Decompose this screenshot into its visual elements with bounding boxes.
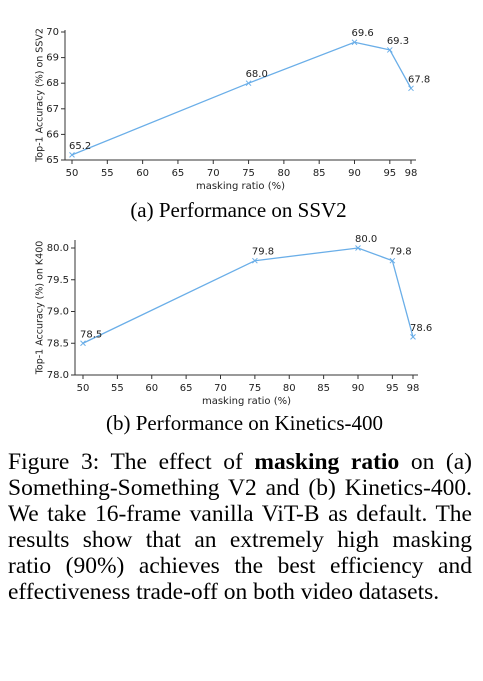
x-tick-label: 95: [383, 168, 396, 179]
chart-caption: (a) Performance on SSV2: [130, 198, 346, 222]
data-label: 79.8: [252, 247, 274, 258]
line: [71, 41, 412, 156]
data-label: 69.3: [387, 36, 409, 47]
data-label: 65.2: [69, 141, 91, 152]
x-tick-label: 85: [313, 168, 326, 179]
y-axis-label: Top-1 Accuracy (%) on K400: [35, 241, 46, 376]
marker: [252, 257, 258, 264]
x-axis-label: masking ratio (%): [196, 181, 285, 192]
caption-label: Figure 3:: [8, 449, 100, 475]
x-tick-label: 98: [405, 168, 418, 179]
x-tick-label: 80: [278, 168, 291, 179]
x-tick-label: 85: [317, 383, 330, 394]
y-tick-label: 80.0: [47, 243, 69, 254]
x-tick-label: 80: [283, 383, 296, 394]
marker: [386, 47, 393, 53]
x-tick-label: 60: [145, 383, 158, 394]
marker: [355, 245, 361, 251]
x-tick-label: 50: [77, 383, 90, 394]
marker: [410, 334, 416, 340]
data-label: 80.0: [355, 234, 377, 245]
y-tick-label: 79.0: [47, 307, 69, 318]
x-tick-label: 70: [207, 168, 220, 179]
data-label: 69.6: [352, 28, 374, 39]
x-tick-label: 55: [111, 383, 124, 394]
x-tick-label: 60: [136, 168, 149, 179]
figure: 65 66 67 68 69 70 50 55 60 65 70 75 80 85 90 95 98 maskin…: [35, 27, 433, 435]
x-tick-label: 65: [172, 168, 185, 179]
data-label: 68.0: [246, 69, 268, 80]
x-tick-label: 75: [249, 383, 262, 394]
x-tick-label: 90: [352, 383, 365, 394]
x-tick-label: 95: [386, 383, 399, 394]
marker: [351, 39, 358, 46]
data-label: 67.8: [408, 74, 430, 85]
line: [82, 247, 414, 344]
y-tick-label: 68: [46, 78, 59, 89]
data-label: 78.5: [80, 329, 102, 340]
y-tick-label: 70: [46, 27, 59, 38]
chart-caption: (b) Performance on Kinetics-400: [106, 411, 383, 435]
marker: [69, 152, 75, 158]
x-tick-label: 90: [348, 168, 361, 179]
caption-text: The effect of: [110, 449, 243, 475]
data-label: 78.6: [410, 323, 432, 334]
marker: [389, 257, 396, 264]
y-tick-label: 67: [46, 104, 59, 115]
x-tick-label: 98: [407, 383, 420, 394]
marker: [245, 80, 252, 87]
x-tick-label: 50: [66, 168, 79, 179]
caption-text: on (a) Something-Something V2 and (b) Ki…: [8, 449, 472, 605]
marker: [80, 340, 86, 347]
y-tick-label: 66: [46, 129, 59, 140]
x-tick-label: 65: [180, 383, 193, 394]
y-tick-label: 78.5: [47, 338, 69, 349]
marker: [408, 85, 414, 92]
y-tick-label: 65: [46, 155, 59, 166]
y-tick-label: 69: [46, 53, 59, 64]
figure-caption: Figure 3: The effect of masking ratio on…: [8, 449, 472, 605]
y-tick-label: 79.5: [47, 275, 69, 286]
caption-bold: masking ratio: [254, 449, 400, 475]
x-tick-label: 55: [101, 168, 114, 179]
x-axis-label: masking ratio (%): [202, 396, 291, 407]
y-tick-label: 78.0: [47, 370, 69, 381]
x-tick-label: 75: [242, 168, 255, 179]
x-tick-label: 70: [214, 383, 227, 394]
y-axis-label: Top-1 Accuracy (%) on SSV2: [35, 28, 46, 163]
data-label: 79.8: [389, 247, 411, 258]
